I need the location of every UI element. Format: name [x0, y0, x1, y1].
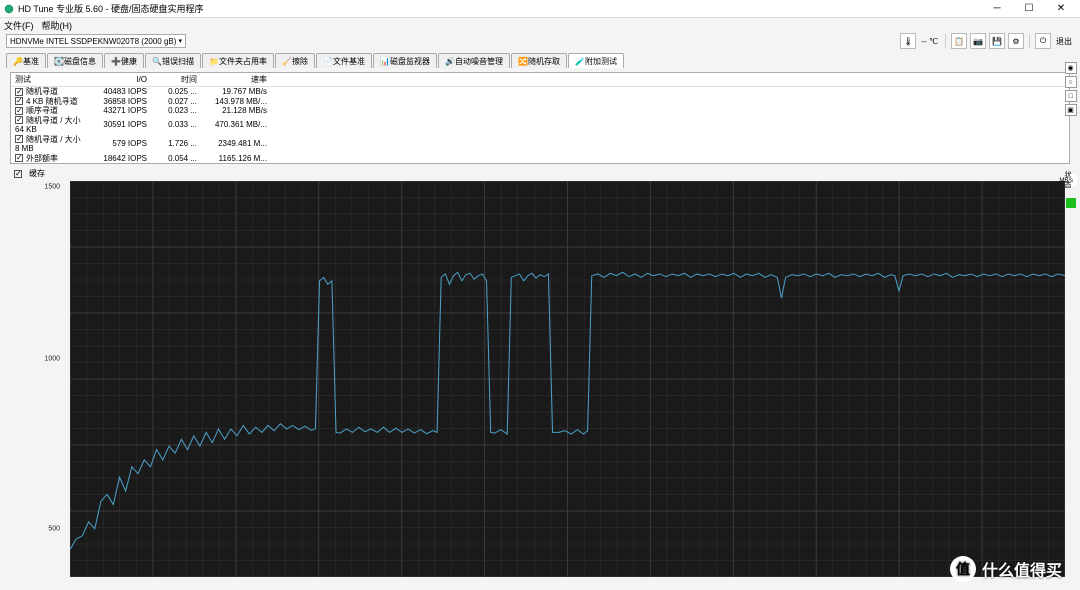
- close-button[interactable]: ✕: [1046, 1, 1076, 17]
- window-controls: ─ ☐ ✕: [982, 1, 1076, 17]
- row-checkbox[interactable]: [15, 88, 23, 96]
- tab-extra[interactable]: 🧪附加测试: [568, 53, 624, 68]
- temp-unit-label: -- ℃: [919, 37, 940, 46]
- menu-file[interactable]: 文件(F): [4, 19, 34, 32]
- table-row[interactable]: 外部额率18642 IOPS0.054 ...1165.126 M...: [11, 154, 1069, 164]
- y-label-500: 500: [48, 526, 60, 533]
- results-table: 测试 I/O 时间 速率 随机寻道40483 IOPS0.025 ...19.7…: [10, 72, 1070, 164]
- window-title: HD Tune 专业版 5.60 - 硬盘/固态硬盘实用程序: [18, 2, 982, 15]
- tab-random[interactable]: 🔀随机存取: [511, 53, 567, 68]
- y-axis-unit: MB/s: [1059, 178, 1073, 184]
- col-io[interactable]: I/O: [91, 73, 151, 87]
- tab-errorscan[interactable]: 🔍错误扫描: [145, 53, 201, 68]
- settings-button[interactable]: ⚙: [1008, 33, 1024, 49]
- tab-aam[interactable]: 🔊自动噪音管理: [438, 53, 510, 68]
- cache-row: 缓存: [14, 168, 1070, 179]
- tab-benchmark[interactable]: 🔑基准: [6, 53, 46, 68]
- maximize-button[interactable]: ☐: [1014, 1, 1044, 17]
- erase-icon: 🧹: [282, 57, 290, 65]
- chart-wrapper: MB/s 1500 1000 500: [10, 181, 1070, 577]
- search-icon: 🔍: [152, 57, 160, 65]
- cache-label: 缓存: [29, 168, 45, 179]
- tab-erase[interactable]: 🧹擦除: [275, 53, 315, 68]
- drive-selector[interactable]: HDNVMe INTEL SSDPEKNW020T8 (2000 gB) ▾: [6, 34, 186, 48]
- app-icon: [4, 4, 14, 14]
- save-button[interactable]: 💾: [989, 33, 1005, 49]
- chart-svg: [70, 181, 1065, 577]
- side-write-toggle[interactable]: ○: [1065, 76, 1077, 88]
- exit-label: 退出: [1054, 36, 1074, 47]
- watermark-badge: 值: [950, 556, 976, 582]
- toolbar: HDNVMe INTEL SSDPEKNW020T8 (2000 gB) ▾ 🌡…: [0, 32, 1080, 50]
- y-label-1500: 1500: [44, 183, 60, 190]
- title-bar: HD Tune 专业版 5.60 - 硬盘/固态硬盘实用程序 ─ ☐ ✕: [0, 0, 1080, 18]
- tab-monitor[interactable]: 📊磁盘监视器: [373, 53, 437, 68]
- screenshot-button[interactable]: 📷: [970, 33, 986, 49]
- content-area: 测试 I/O 时间 速率 随机寻道40483 IOPS0.025 ...19.7…: [0, 68, 1080, 577]
- table-row[interactable]: 随机寻道 / 大小 8 MB579 IOPS1.726 ...2349.481 …: [11, 135, 1069, 154]
- plus-icon: 🧪: [575, 57, 583, 65]
- row-checkbox[interactable]: [15, 107, 23, 115]
- watermark: 值 什么值得买: [950, 556, 1062, 582]
- y-axis: 1500 1000 500: [14, 181, 64, 577]
- y-label-1000: 1000: [44, 356, 60, 363]
- table-row[interactable]: 中间额率20935 IOPS0.048 ...1308.411 M...: [11, 163, 1069, 164]
- side-option-2[interactable]: ▣: [1065, 104, 1077, 116]
- table-row[interactable]: 随机寻道40483 IOPS0.025 ...19.767 MB/s: [11, 87, 1069, 97]
- side-read-toggle[interactable]: ◉: [1065, 62, 1077, 74]
- tabs: 🔑基准 💽磁盘信息 ➕健康 🔍错误扫描 📁文件夹占用率 🧹擦除 📄文件基准 📊磁…: [0, 50, 1080, 68]
- row-checkbox[interactable]: [15, 97, 23, 105]
- drive-selector-value: HDNVMe INTEL SSDPEKNW020T8 (2000 gB): [10, 37, 176, 46]
- row-checkbox[interactable]: [15, 154, 23, 162]
- col-test[interactable]: 测试: [11, 73, 91, 87]
- gauge-icon: 🔑: [13, 57, 21, 65]
- table-row[interactable]: 随机寻道 / 大小 64 KB30591 IOPS0.033 ...470.36…: [11, 116, 1069, 135]
- copy-button[interactable]: 📋: [951, 33, 967, 49]
- sound-icon: 🔊: [445, 57, 453, 65]
- exit-button[interactable]: ⏻: [1035, 33, 1051, 49]
- row-checkbox[interactable]: [15, 116, 23, 124]
- file-icon: 📄: [323, 57, 331, 65]
- disk-icon: 💽: [54, 57, 62, 65]
- row-checkbox[interactable]: [15, 135, 23, 143]
- col-rate[interactable]: 速率: [201, 73, 271, 87]
- table-row[interactable]: 4 KB 随机寻道36858 IOPS0.027 ...143.978 MB/.…: [11, 97, 1069, 107]
- cache-checkbox[interactable]: [14, 170, 22, 178]
- col-time[interactable]: 时间: [151, 73, 201, 87]
- heart-icon: ➕: [111, 57, 119, 65]
- menu-bar: 文件(F) 帮助(H): [0, 18, 1080, 32]
- random-icon: 🔀: [518, 57, 526, 65]
- folder-icon: 📁: [209, 57, 217, 65]
- watermark-text: 什么值得买: [982, 557, 1062, 581]
- side-status-indicator: [1066, 198, 1076, 208]
- monitor-icon: 📊: [380, 57, 388, 65]
- tab-folder[interactable]: 📁文件夹占用率: [202, 53, 274, 68]
- temp-icon-button[interactable]: 🌡: [900, 33, 916, 49]
- side-option-1[interactable]: □: [1065, 90, 1077, 102]
- chevron-down-icon: ▾: [178, 37, 182, 45]
- tab-health[interactable]: ➕健康: [104, 53, 144, 68]
- minimize-button[interactable]: ─: [982, 1, 1012, 17]
- side-panel: ◉ ○ □ ▣ 状态: [1063, 62, 1078, 208]
- table-row[interactable]: 顺序寻道43271 IOPS0.023 ...21.128 MB/s: [11, 106, 1069, 116]
- tab-info[interactable]: 💽磁盘信息: [47, 53, 103, 68]
- menu-help[interactable]: 帮助(H): [42, 19, 73, 32]
- chart: MB/s 1500 1000 500: [70, 181, 1065, 577]
- tab-filebench[interactable]: 📄文件基准: [316, 53, 372, 68]
